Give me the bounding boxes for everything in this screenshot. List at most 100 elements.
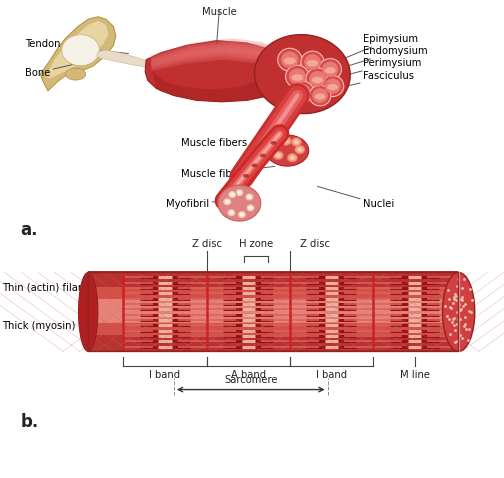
Text: Nuclei: Nuclei <box>318 186 394 209</box>
Bar <box>88 324 459 326</box>
Text: Bone: Bone <box>25 62 83 77</box>
Bar <box>88 284 459 286</box>
Bar <box>88 315 459 316</box>
Bar <box>88 346 459 348</box>
Ellipse shape <box>248 206 253 210</box>
Bar <box>88 305 459 307</box>
Bar <box>88 295 459 296</box>
Text: Muscle: Muscle <box>202 7 236 17</box>
Polygon shape <box>151 41 287 64</box>
Ellipse shape <box>325 78 341 94</box>
Bar <box>88 327 459 328</box>
Bar <box>88 349 459 351</box>
Bar <box>88 303 459 304</box>
Ellipse shape <box>245 193 254 201</box>
Ellipse shape <box>243 174 249 178</box>
Bar <box>88 332 459 334</box>
Bar <box>88 309 459 311</box>
Text: A band: A band <box>231 370 266 380</box>
Ellipse shape <box>294 140 299 144</box>
Text: M line: M line <box>400 370 429 380</box>
Polygon shape <box>146 60 295 102</box>
Bar <box>88 297 459 299</box>
Bar <box>88 347 459 348</box>
Bar <box>88 322 459 323</box>
Bar <box>88 336 459 338</box>
Bar <box>88 319 459 321</box>
Bar <box>88 273 459 275</box>
Polygon shape <box>97 50 156 68</box>
Bar <box>88 276 459 278</box>
Bar <box>88 334 459 335</box>
Bar <box>88 328 459 330</box>
Ellipse shape <box>291 74 303 81</box>
Ellipse shape <box>294 84 310 99</box>
Ellipse shape <box>273 151 283 160</box>
Bar <box>88 323 459 325</box>
Ellipse shape <box>271 141 277 145</box>
Bar <box>88 329 459 331</box>
Ellipse shape <box>228 190 237 199</box>
Polygon shape <box>151 48 287 71</box>
Polygon shape <box>145 41 295 102</box>
Ellipse shape <box>304 54 321 70</box>
Ellipse shape <box>287 153 297 162</box>
Bar <box>88 320 459 322</box>
Ellipse shape <box>271 141 281 149</box>
Polygon shape <box>151 45 287 69</box>
Ellipse shape <box>327 84 338 90</box>
Ellipse shape <box>227 209 236 217</box>
Bar <box>88 314 459 315</box>
Ellipse shape <box>235 189 244 197</box>
Ellipse shape <box>239 212 244 217</box>
Ellipse shape <box>281 52 298 68</box>
Bar <box>88 289 459 291</box>
Ellipse shape <box>276 153 281 158</box>
Ellipse shape <box>246 204 255 212</box>
Bar <box>88 300 459 302</box>
Ellipse shape <box>297 90 308 96</box>
Text: Thick (myosin) filament: Thick (myosin) filament <box>3 317 120 331</box>
Ellipse shape <box>314 94 326 100</box>
Ellipse shape <box>247 195 252 199</box>
Bar <box>88 299 459 301</box>
Bar <box>88 288 459 290</box>
Bar <box>88 304 459 306</box>
Bar <box>88 296 459 298</box>
Text: Thin (actin) filament: Thin (actin) filament <box>3 283 104 297</box>
Bar <box>88 282 459 283</box>
Ellipse shape <box>260 153 266 157</box>
Bar <box>88 280 459 282</box>
Bar <box>88 340 459 342</box>
Bar <box>88 271 459 272</box>
Ellipse shape <box>309 71 326 87</box>
Polygon shape <box>46 21 108 78</box>
Ellipse shape <box>311 76 324 83</box>
Text: Fasciculus: Fasciculus <box>330 72 414 90</box>
Ellipse shape <box>284 139 289 143</box>
Ellipse shape <box>306 60 319 66</box>
Ellipse shape <box>230 192 235 197</box>
Bar <box>88 316 459 318</box>
Ellipse shape <box>325 67 336 74</box>
Ellipse shape <box>295 145 305 154</box>
Bar <box>88 339 459 341</box>
Ellipse shape <box>322 76 344 97</box>
Ellipse shape <box>322 62 338 77</box>
Ellipse shape <box>312 88 328 103</box>
Ellipse shape <box>225 200 230 204</box>
Ellipse shape <box>237 191 242 195</box>
Ellipse shape <box>285 65 309 88</box>
Bar <box>88 293 459 295</box>
Text: I band: I band <box>150 370 180 380</box>
Bar <box>88 279 459 281</box>
Text: Endomysium: Endomysium <box>333 46 427 71</box>
Ellipse shape <box>291 81 313 102</box>
Bar <box>88 275 459 276</box>
Bar <box>88 337 459 339</box>
Bar <box>88 272 459 274</box>
Text: I band: I band <box>316 370 347 380</box>
Bar <box>88 292 459 294</box>
Ellipse shape <box>306 68 329 90</box>
Bar <box>88 291 459 293</box>
